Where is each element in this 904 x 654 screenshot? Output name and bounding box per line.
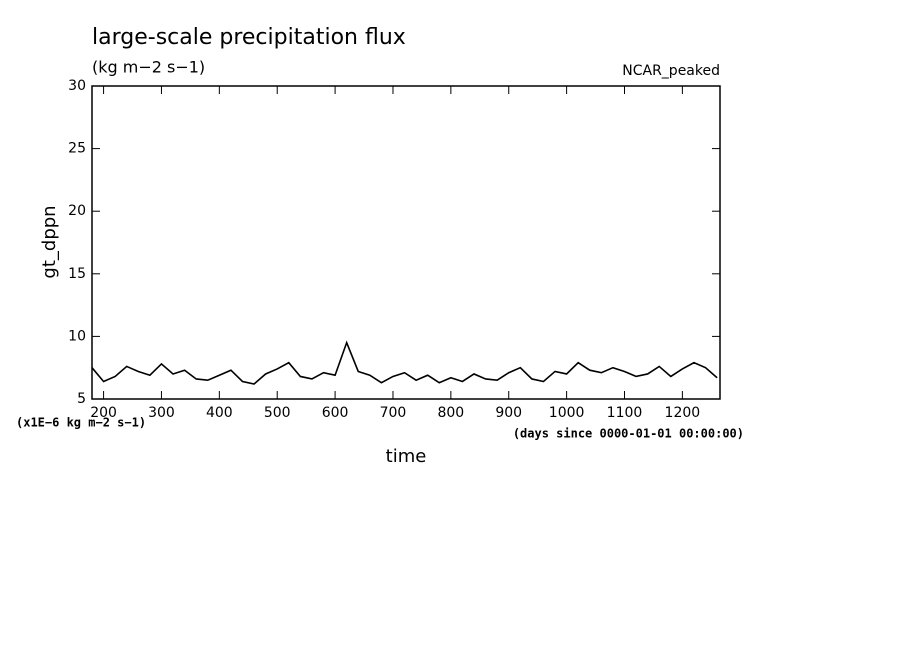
x-tick-label: 400 [206, 405, 233, 421]
y-tick-label: 30 [68, 78, 86, 94]
y-tick-label: 15 [68, 266, 86, 282]
x-tick-label: 200 [90, 405, 117, 421]
y-tick-label: 10 [68, 328, 86, 344]
x-tick-label: 1200 [665, 405, 701, 421]
x-unit-note: (days since 0000-01-01 00:00:00) [513, 427, 744, 441]
x-tick-label: 500 [264, 405, 291, 421]
y-tick-label: 25 [68, 141, 86, 157]
x-tick-label: 800 [437, 405, 464, 421]
chart-subtitle: (kg m−2 s−1) [92, 58, 205, 77]
x-tick-label: 900 [495, 405, 522, 421]
x-tick-label: 700 [380, 405, 407, 421]
x-tick-label: 1100 [607, 405, 643, 421]
y-axis-label: gt_dppn [39, 205, 60, 278]
x-tick-label: 600 [322, 405, 349, 421]
x-tick-label: 1000 [549, 405, 585, 421]
y-tick-label: 5 [77, 391, 86, 407]
plot-frame [91, 85, 721, 400]
annotation: NCAR_peaked [622, 63, 720, 79]
y-tick-label: 20 [68, 203, 86, 219]
x-tick-label: 300 [148, 405, 175, 421]
y-unit-note: (x1E−6 kg m−2 s−1) [16, 416, 146, 430]
data-line [91, 340, 718, 385]
chart-title: large-scale precipitation flux [92, 25, 406, 50]
x-axis-label: time [386, 446, 427, 467]
